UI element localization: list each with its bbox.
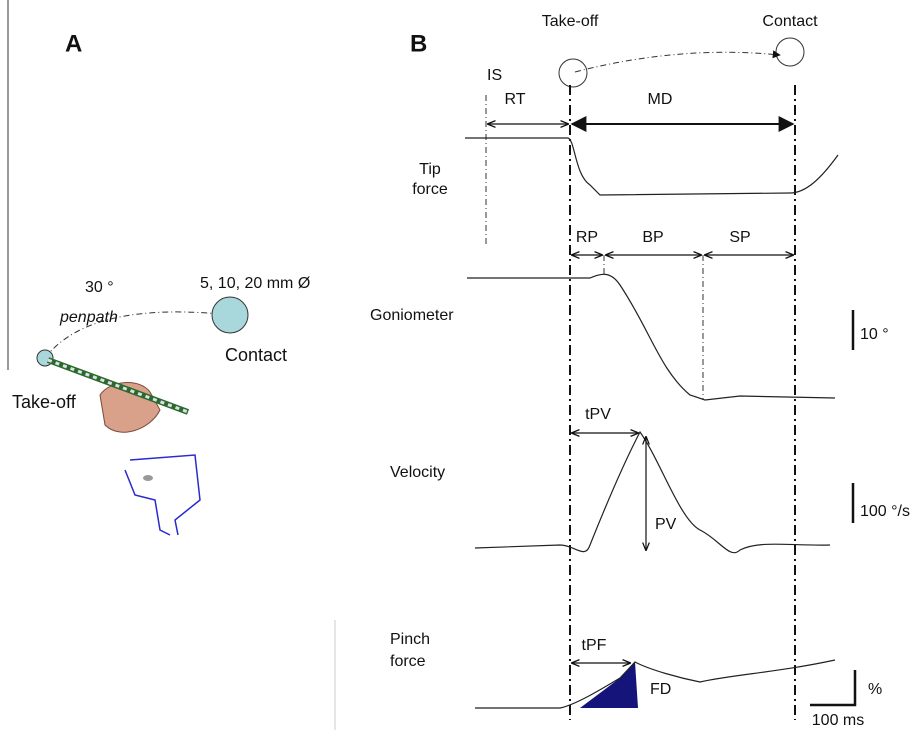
trace-label: Goniometer xyxy=(370,307,454,324)
trace-label: force xyxy=(412,181,448,198)
tpf-label: tPF xyxy=(582,637,607,654)
pen-path xyxy=(44,311,231,359)
takeoff-circle xyxy=(558,58,588,88)
movement-arrow xyxy=(574,50,781,73)
md-label: MD xyxy=(648,91,673,108)
size-label: 5, 10, 20 mm Ø xyxy=(200,275,310,292)
takeoff-label: Take-off xyxy=(12,392,77,412)
takeoff-label: Take-off xyxy=(542,13,599,30)
fd-label: FD xyxy=(650,681,671,698)
panel-label: B xyxy=(410,30,427,57)
scale-label: % xyxy=(868,681,882,698)
button xyxy=(143,475,153,481)
goniometer-trace xyxy=(467,273,836,401)
scale-label: 100 ms xyxy=(812,712,864,729)
tpv-label: tPV xyxy=(585,406,611,423)
contact-circle xyxy=(775,37,805,67)
angle-label: 30 ° xyxy=(85,279,114,296)
sp-label: SP xyxy=(729,229,750,246)
rt-label: RT xyxy=(504,91,525,108)
tip-force-trace xyxy=(465,137,839,196)
bp-label: BP xyxy=(642,229,663,246)
trace-label: Tip xyxy=(419,161,441,178)
contact-label: Contact xyxy=(225,345,287,365)
rp-label: RP xyxy=(576,229,598,246)
trace-label: force xyxy=(390,653,426,670)
path-label: penpath xyxy=(59,309,118,326)
sleeve xyxy=(124,454,201,536)
fd-area xyxy=(580,662,638,708)
pinch-force-trace xyxy=(475,659,836,709)
contact-target xyxy=(211,296,249,334)
trace-label: Pinch xyxy=(390,631,430,648)
is-label: IS xyxy=(487,67,502,84)
pv-label: PV xyxy=(655,516,677,533)
scale-label: 10 ° xyxy=(860,326,889,343)
panel-label: A xyxy=(65,30,82,57)
pen-stripes xyxy=(47,358,189,414)
panel-b: B Take-off Contact IS RT MD Tip force RP… xyxy=(334,13,910,730)
contact-label: Contact xyxy=(762,13,818,30)
panel-a: A 30 ° penpath 5, 10, 20 mm Ø Contact Ta… xyxy=(7,0,310,536)
scale-label: 100 °/s xyxy=(860,503,910,520)
scale-bar xyxy=(810,670,857,707)
trace-label: Velocity xyxy=(390,464,445,481)
velocity-trace xyxy=(474,430,831,554)
